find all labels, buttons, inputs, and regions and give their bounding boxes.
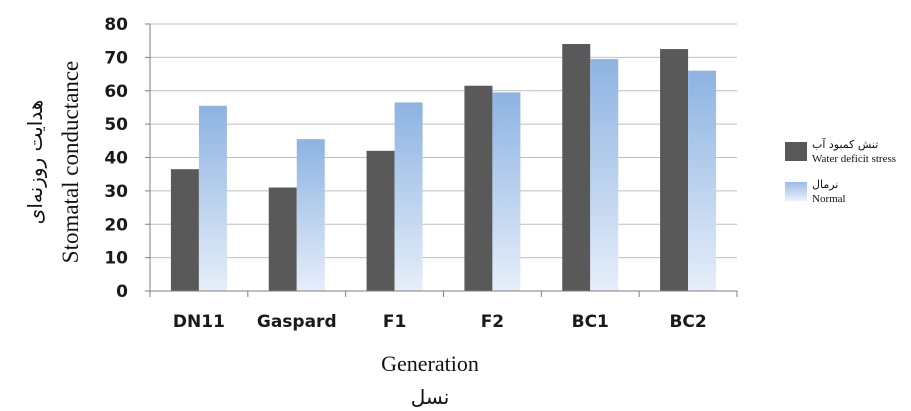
- gridlines: [150, 23, 737, 259]
- y-tick-label: 0: [116, 282, 128, 302]
- bar-normal: [590, 59, 619, 292]
- bar-water-deficit: [464, 85, 493, 292]
- y-axis-title-fa: هدایت روزنه‌ای: [23, 100, 47, 225]
- x-tick-label: DN11: [173, 312, 225, 332]
- bar-normal: [198, 105, 227, 291]
- legend-label-water-deficit-fa: تنش کمبود آب: [812, 137, 878, 151]
- x-tick-label: F2: [481, 312, 504, 332]
- legend-swatch-normal: [785, 182, 807, 201]
- x-axis-title: Generation: [381, 351, 479, 376]
- x-category-labels: DN11 Gaspard F1 F2 BC1 BC2: [173, 312, 707, 332]
- y-axis-title: Stomatal conductance: [58, 61, 83, 263]
- y-tick-label: 30: [104, 182, 128, 202]
- legend-label-normal-fa: نرمال: [812, 178, 838, 191]
- bar-water-deficit: [660, 49, 689, 291]
- y-tick-label: 40: [104, 149, 128, 169]
- x-tick-label: BC2: [669, 312, 706, 332]
- bar-water-deficit: [170, 169, 199, 291]
- bar-normal: [492, 92, 521, 291]
- legend: تنش کمبود آب Water deficit stress نرمال …: [785, 137, 896, 205]
- bar-normal: [394, 102, 423, 292]
- y-tick-label: 20: [104, 215, 128, 235]
- y-tick-label: 70: [104, 48, 128, 68]
- bar-water-deficit: [562, 44, 591, 292]
- bars: [170, 44, 717, 292]
- bar-normal: [296, 139, 325, 291]
- legend-label-water-deficit: Water deficit stress: [812, 153, 896, 165]
- y-tick-label: 60: [104, 82, 128, 102]
- x-tick-label: Gaspard: [257, 312, 337, 332]
- y-tick-label: 80: [104, 15, 128, 35]
- bar-water-deficit: [268, 187, 297, 291]
- y-tick-label: 10: [104, 249, 128, 269]
- legend-swatch-water-deficit: [785, 142, 807, 161]
- x-axis-title-fa: نسل: [411, 385, 450, 409]
- bar-water-deficit: [366, 150, 395, 291]
- legend-label-normal: Normal: [812, 193, 846, 205]
- y-tick-label: 50: [104, 115, 128, 135]
- x-tick-label: BC1: [572, 312, 609, 332]
- bar-normal: [688, 70, 717, 291]
- y-tick-labels: 0 10 20 30 40 50 60 70 80: [104, 15, 128, 302]
- x-tick-label: F1: [383, 312, 406, 332]
- axes: [145, 23, 738, 297]
